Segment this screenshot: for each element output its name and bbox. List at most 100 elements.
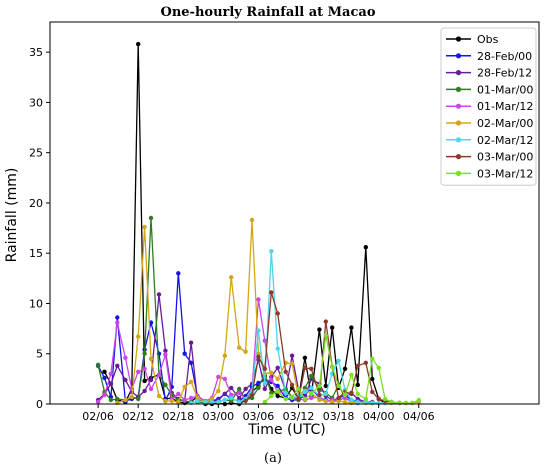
data-point xyxy=(102,392,107,398)
legend-label: 01-Mar/12 xyxy=(477,100,533,113)
data-point xyxy=(142,224,147,230)
data-point xyxy=(182,397,187,403)
data-point xyxy=(222,353,227,358)
data-point xyxy=(336,395,341,401)
data-point xyxy=(330,325,335,330)
data-point xyxy=(323,391,328,397)
data-point xyxy=(342,366,348,371)
data-point xyxy=(317,392,322,398)
data-point xyxy=(262,338,267,343)
data-point xyxy=(323,333,328,338)
data-point xyxy=(229,395,234,401)
data-point xyxy=(363,396,368,402)
data-point xyxy=(269,290,274,295)
data-point xyxy=(363,245,368,250)
legend-label: 28-Feb/00 xyxy=(477,50,532,63)
data-point xyxy=(389,399,394,405)
data-point xyxy=(188,395,194,401)
data-point xyxy=(382,396,388,402)
legend-item: 03-Mar/12 xyxy=(446,167,533,180)
data-point xyxy=(296,386,301,392)
data-point xyxy=(182,351,187,356)
data-point xyxy=(370,356,375,361)
data-point xyxy=(269,393,274,399)
data-point xyxy=(309,395,314,401)
data-point xyxy=(237,345,242,350)
data-point xyxy=(376,396,381,402)
data-point xyxy=(216,388,221,394)
data-point xyxy=(163,348,168,353)
legend-label: 03-Mar/12 xyxy=(477,167,533,180)
data-point xyxy=(243,398,248,404)
data-point xyxy=(229,275,234,280)
data-point xyxy=(163,382,168,388)
data-point xyxy=(176,391,181,397)
data-point xyxy=(222,391,227,397)
data-point xyxy=(302,396,308,402)
data-point xyxy=(156,393,162,399)
data-point xyxy=(349,391,354,397)
legend-swatch-marker xyxy=(455,154,462,160)
legend-label: 01-Mar/00 xyxy=(477,83,533,96)
y-tick-label: 15 xyxy=(29,247,43,260)
plot-frame xyxy=(49,21,540,405)
legend-swatch-marker xyxy=(455,170,462,176)
y-tick-label: 20 xyxy=(29,197,43,210)
legend-box xyxy=(440,27,537,186)
data-point xyxy=(269,390,274,396)
data-point xyxy=(355,363,360,368)
data-point xyxy=(95,399,101,405)
data-point xyxy=(349,397,354,403)
data-point xyxy=(222,397,227,403)
data-point xyxy=(115,320,120,325)
data-point xyxy=(349,372,354,377)
x-tick-label: 03/06 xyxy=(243,410,275,423)
data-point xyxy=(323,319,328,324)
data-point xyxy=(142,366,147,371)
legend-label: 03-Mar/00 xyxy=(477,151,533,164)
series-line xyxy=(97,298,358,404)
data-point xyxy=(169,398,174,404)
data-point xyxy=(269,377,274,383)
x-tick-label: 03/12 xyxy=(283,410,315,423)
data-point xyxy=(256,328,261,333)
legend-swatch-marker xyxy=(455,36,462,42)
data-point xyxy=(256,297,261,302)
data-point xyxy=(249,217,255,223)
data-point xyxy=(289,382,295,388)
data-point xyxy=(302,365,308,370)
data-point xyxy=(275,346,280,351)
data-point xyxy=(108,397,114,403)
data-point xyxy=(123,355,128,360)
legend-item: Obs xyxy=(446,33,499,46)
data-point xyxy=(237,386,242,392)
data-point xyxy=(289,361,295,366)
legend-label: 28-Feb/12 xyxy=(477,67,532,80)
data-point xyxy=(330,399,335,405)
y-tick-label: 5 xyxy=(36,348,43,361)
data-point xyxy=(403,400,409,406)
data-point xyxy=(355,391,360,397)
y-tick-label: 35 xyxy=(29,46,43,59)
legend-item: 01-Mar/12 xyxy=(446,100,533,113)
data-point xyxy=(336,358,341,363)
data-point xyxy=(115,315,120,320)
data-point xyxy=(249,392,255,398)
data-point xyxy=(136,41,141,47)
data-point xyxy=(275,365,280,370)
data-point xyxy=(188,379,194,385)
data-point xyxy=(323,383,328,389)
data-point xyxy=(229,385,234,391)
data-point xyxy=(269,370,274,375)
data-point xyxy=(309,391,314,397)
y-tick-label: 10 xyxy=(29,297,43,310)
data-point xyxy=(349,325,354,330)
chart-title: One-hourly Rainfall at Macao xyxy=(161,5,376,20)
data-point xyxy=(163,352,168,357)
y-axis-label: Rainfall (mm) xyxy=(4,168,20,263)
legend-item: 02-Mar/12 xyxy=(446,134,533,147)
data-point xyxy=(142,388,147,394)
data-point xyxy=(123,397,128,403)
axes: 02/06 02/12 02/18 03/00 03/06 03/12 03/18 04/00… xyxy=(29,21,540,423)
